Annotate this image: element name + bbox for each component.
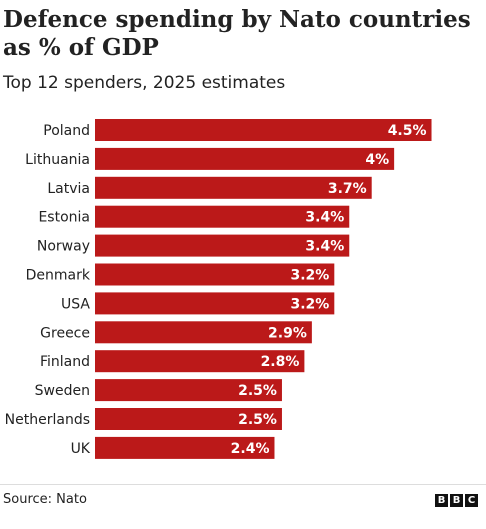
- value-label: 3.4%: [305, 239, 344, 255]
- bar: [95, 234, 350, 257]
- value-label: 2.9%: [268, 325, 307, 341]
- bar: [95, 379, 282, 402]
- value-label: 2.4%: [231, 441, 270, 457]
- chart-title: Defence spending by Nato countries as % …: [3, 6, 471, 61]
- category-label: UK: [71, 441, 91, 457]
- value-label: 2.8%: [261, 354, 300, 370]
- category-label: USA: [61, 296, 90, 312]
- category-label: Sweden: [35, 383, 90, 399]
- bar-chart: Poland 4.5% Lithuania 4% Latvia 3.7% Estonia 3.…: [5, 119, 432, 459]
- logo-letter: B: [435, 494, 448, 507]
- logo-letter: B: [450, 494, 463, 507]
- category-label: Greece: [40, 325, 90, 341]
- category-label: Estonia: [38, 210, 90, 226]
- logo-letter: C: [465, 494, 478, 507]
- source-note: Source: Nato: [3, 492, 87, 507]
- bar: [95, 408, 282, 430]
- value-label: 3.7%: [328, 181, 367, 197]
- bar: [95, 147, 395, 170]
- bar: [95, 436, 275, 459]
- chart-subtitle: Top 12 spenders, 2025 estimates: [3, 73, 286, 93]
- category-label: Latvia: [47, 181, 90, 197]
- bar: [95, 119, 432, 141]
- category-label: Denmark: [26, 268, 91, 284]
- bar: [95, 176, 372, 199]
- footer-divider: [0, 484, 486, 485]
- category-label: Norway: [37, 239, 90, 255]
- value-label: 2.5%: [238, 383, 277, 399]
- value-label: 3.4%: [305, 210, 344, 226]
- category-label: Netherlands: [5, 412, 90, 428]
- bar: [95, 263, 335, 286]
- value-label: 4%: [365, 152, 389, 168]
- value-label: 2.5%: [238, 412, 277, 428]
- value-label: 3.2%: [290, 296, 329, 312]
- bar: [95, 350, 305, 373]
- bar: [95, 321, 312, 344]
- bar: [95, 292, 335, 315]
- value-label: 3.2%: [290, 268, 329, 284]
- value-label: 4.5%: [388, 123, 427, 139]
- category-label: Poland: [43, 123, 90, 139]
- category-label: Finland: [40, 354, 90, 370]
- category-label: Lithuania: [25, 152, 90, 168]
- bar: [95, 205, 350, 228]
- bbc-logo: B B C: [435, 494, 478, 507]
